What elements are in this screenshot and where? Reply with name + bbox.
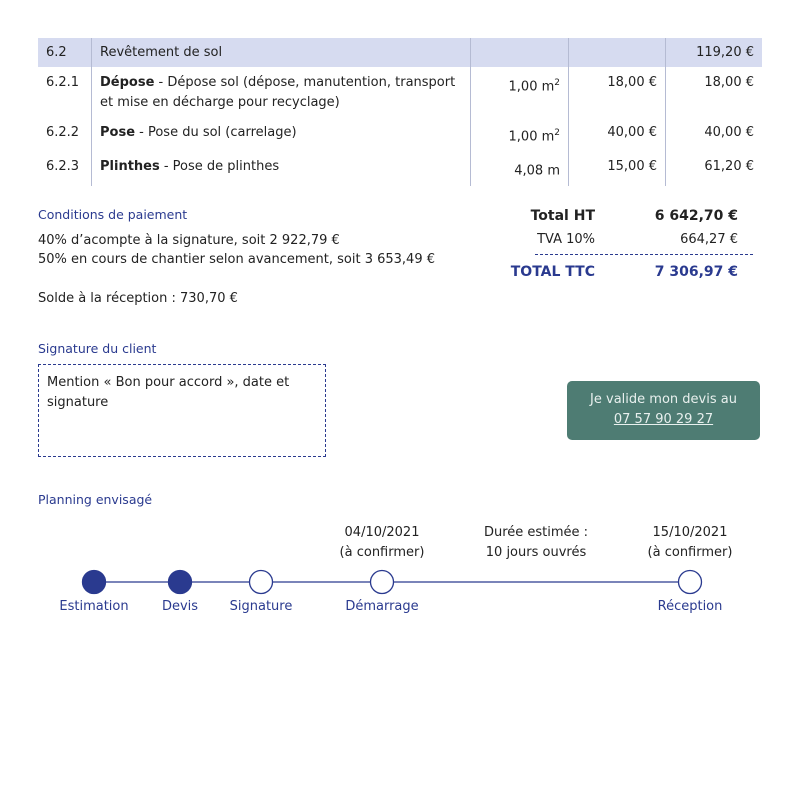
timeline-step-marker bbox=[81, 569, 107, 595]
total-ht-label: Total HT bbox=[530, 208, 595, 224]
section-label: Revêtement de sol bbox=[91, 38, 471, 67]
timeline-step-label: Signature bbox=[229, 599, 293, 614]
section-num: 6.2 bbox=[38, 38, 92, 67]
item-total: 18,00 € bbox=[665, 67, 762, 117]
payment-line: Solde à la réception : 730,70 € bbox=[38, 291, 238, 306]
payment-line: 50% en cours de chantier selon avancemen… bbox=[38, 252, 435, 267]
item-qty: 1,00 m2 bbox=[470, 117, 569, 152]
tva-label: TVA 10% bbox=[537, 232, 595, 247]
signature-box[interactable]: Mention « Bon pour accord », date et sig… bbox=[38, 364, 326, 457]
item-num: 6.2.3 bbox=[46, 159, 80, 175]
section-total: 119,20 € bbox=[665, 38, 762, 67]
item-num: 6.2.2 bbox=[46, 125, 80, 140]
item-unit-price: 18,00 € bbox=[568, 67, 666, 117]
phone-link[interactable]: 07 57 90 29 27 bbox=[613, 412, 714, 427]
item-total: 61,20 € bbox=[665, 151, 762, 186]
section-row: 6.2 Revêtement de sol 119,20 € bbox=[38, 38, 762, 67]
start-date: 04/10/2021 (à confirmer) bbox=[339, 525, 425, 560]
quote-table: 6.2 Revêtement de sol 119,20 € 6.2.1 Dép… bbox=[38, 38, 762, 186]
timeline-step-label: Estimation bbox=[59, 599, 129, 614]
totals-divider bbox=[535, 254, 753, 255]
item-desc: Plinthes - Pose de plinthes bbox=[91, 151, 471, 186]
timeline-step-label: Démarrage bbox=[345, 599, 419, 614]
total-ttc-label: TOTAL TTC bbox=[510, 264, 595, 280]
total-ht-value: 6 642,70 € bbox=[654, 208, 738, 224]
item-qty: 1,00 m2 bbox=[470, 67, 569, 117]
item-desc: Pose - Pose du sol (carrelage) bbox=[91, 117, 471, 152]
item-total: 40,00 € bbox=[665, 117, 762, 152]
validate-quote-button[interactable]: Je valide mon devis au 07 57 90 29 27 bbox=[567, 381, 760, 440]
table-row: 6.2.1 Dépose - Dépose sol (dépose, manut… bbox=[38, 67, 762, 117]
table-row: 6.2.3 Plinthes - Pose de plinthes 4,08 m… bbox=[38, 151, 762, 186]
timeline-step-marker bbox=[677, 569, 703, 595]
tva-value: 664,27 € bbox=[680, 232, 738, 247]
item-unit-price: 40,00 € bbox=[568, 117, 666, 152]
item-qty: 4,08 m bbox=[470, 151, 569, 186]
timeline-step-marker bbox=[167, 569, 193, 595]
timeline-step-label: Devis bbox=[161, 599, 199, 614]
timeline-step-marker bbox=[369, 569, 395, 595]
item-num: 6.2.1 bbox=[46, 75, 80, 90]
payment-line: 40% d’acompte à la signature, soit 2 922… bbox=[38, 233, 340, 248]
signature-heading: Signature du client bbox=[38, 341, 157, 356]
end-date: 15/10/2021 (à confirmer) bbox=[647, 525, 733, 560]
item-desc: Dépose - Dépose sol (dépose, manutention… bbox=[91, 67, 471, 117]
timeline-step-marker bbox=[248, 569, 274, 595]
table-row: 6.2.2 Pose - Pose du sol (carrelage) 1,0… bbox=[38, 117, 762, 152]
payment-terms: 40% d’acompte à la signature, soit 2 922… bbox=[38, 231, 435, 308]
payment-heading: Conditions de paiement bbox=[38, 207, 188, 222]
item-unit-price: 15,00 € bbox=[568, 151, 666, 186]
duration: Durée estimée :10 jours ouvrés bbox=[483, 525, 589, 560]
planning-heading: Planning envisagé bbox=[38, 492, 153, 507]
total-ttc-value: 7 306,97 € bbox=[654, 264, 738, 280]
timeline-step-label: Réception bbox=[657, 599, 723, 614]
